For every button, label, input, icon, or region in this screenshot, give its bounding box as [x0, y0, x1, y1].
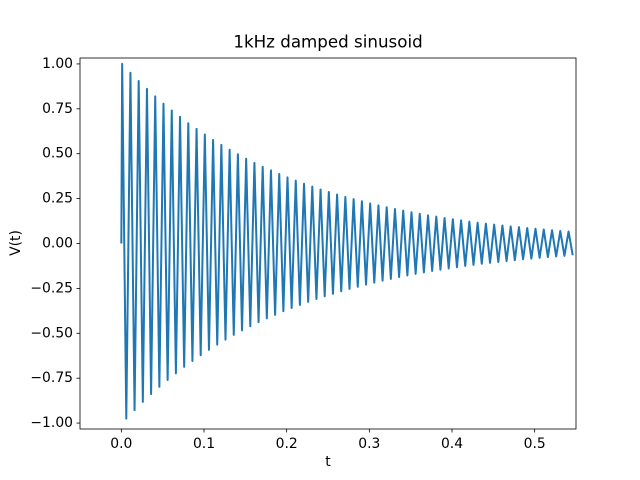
y-tick-label: 0.50: [42, 146, 73, 162]
y-tick-label: 1.00: [42, 56, 73, 72]
x-tick-label: 0.1: [193, 436, 215, 452]
x-tick-label: 0.3: [358, 436, 380, 452]
y-tick-label: 0.75: [42, 101, 73, 117]
y-tick-label: 0.00: [42, 236, 73, 252]
x-tick-label: 0.2: [276, 436, 298, 452]
y-tick-label: −0.75: [30, 370, 73, 386]
x-tick-label: 0.5: [524, 436, 546, 452]
data-line: [120, 62, 574, 420]
y-tick-label: −0.50: [30, 325, 73, 341]
y-tick-label: −1.00: [30, 415, 73, 431]
chart-title: 1kHz damped sinusoid: [233, 32, 422, 52]
x-tick-label: 0.4: [441, 436, 463, 452]
y-tick-label: 0.25: [42, 191, 73, 207]
plot-frame: [79, 57, 577, 430]
x-axis-label: t: [325, 454, 331, 470]
x-tick-label: 0.0: [110, 436, 132, 452]
y-axis-label: V(t): [8, 230, 24, 256]
y-tick-label: −0.25: [30, 280, 73, 296]
